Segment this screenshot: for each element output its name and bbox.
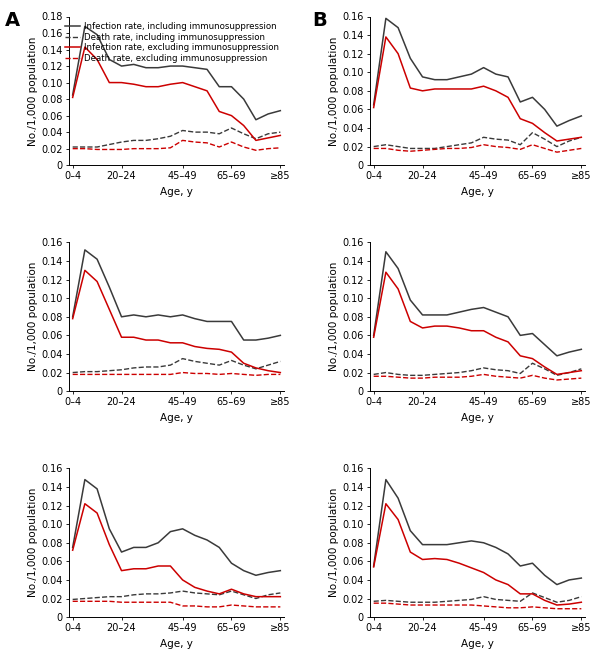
- Y-axis label: No./1,000 population: No./1,000 population: [329, 488, 340, 597]
- Legend: Infection rate, including immunosuppression, Death rate, including immunosuppres: Infection rate, including immunosuppress…: [64, 21, 280, 64]
- Y-axis label: No./1,000 population: No./1,000 population: [329, 262, 340, 372]
- Y-axis label: No./1,000 population: No./1,000 population: [28, 262, 38, 372]
- X-axis label: Age, y: Age, y: [160, 413, 193, 423]
- X-axis label: Age, y: Age, y: [160, 639, 193, 649]
- Text: B: B: [312, 11, 326, 30]
- X-axis label: Age, y: Age, y: [461, 639, 494, 649]
- Y-axis label: No./1,000 population: No./1,000 population: [28, 36, 38, 145]
- X-axis label: Age, y: Age, y: [461, 413, 494, 423]
- Y-axis label: No./1,000 population: No./1,000 population: [28, 488, 38, 597]
- Text: A: A: [5, 11, 20, 30]
- X-axis label: Age, y: Age, y: [461, 187, 494, 197]
- X-axis label: Age, y: Age, y: [160, 187, 193, 197]
- Y-axis label: No./1,000 population: No./1,000 population: [329, 36, 340, 145]
